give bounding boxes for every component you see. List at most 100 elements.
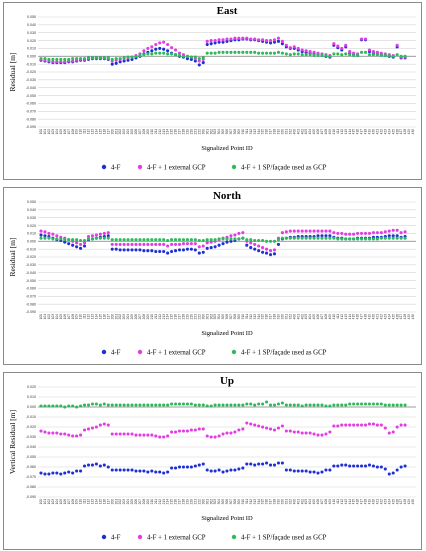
east-point-4f bbox=[122, 59, 126, 63]
up-point-4f bbox=[375, 465, 379, 469]
east-xtick-label: 404 bbox=[308, 129, 312, 135]
east-xtick-label: 315 bbox=[261, 129, 265, 135]
up-point-sp-facade bbox=[308, 403, 312, 407]
north-point-external-gcp bbox=[39, 229, 43, 233]
up-ytick-label: -0.030 bbox=[26, 435, 36, 439]
north-xtick-label: 212 bbox=[158, 314, 162, 320]
east-legend-label: 4-F + 1 external GCP bbox=[147, 165, 206, 172]
north-xtick-label: 215 bbox=[170, 314, 174, 320]
east-point-sp-facade bbox=[51, 57, 55, 61]
up-point-external-gcp bbox=[276, 426, 281, 430]
east-point-sp-facade bbox=[225, 50, 229, 54]
up-ytick-label: -0.050 bbox=[26, 455, 36, 459]
east-point-4f bbox=[126, 58, 130, 62]
north-point-external-gcp bbox=[162, 242, 166, 246]
north-point-sp-facade bbox=[300, 236, 304, 240]
up-xtick-label: 411 bbox=[336, 499, 340, 504]
east-xtick-label: 220 bbox=[189, 129, 193, 135]
north-xtick-label: 316 bbox=[265, 314, 269, 320]
north-point-sp-facade bbox=[114, 238, 118, 242]
east-point-sp-facade bbox=[138, 53, 142, 58]
up-point-sp-facade bbox=[371, 402, 375, 406]
north-ytick-label: 0.000 bbox=[27, 239, 36, 243]
east-point-sp-facade bbox=[181, 54, 186, 58]
north-ytick-label: 0.040 bbox=[27, 208, 36, 212]
up-point-external-gcp bbox=[185, 429, 189, 433]
up-point-sp-facade bbox=[332, 403, 336, 407]
east-legend-item: 4-F + 1 external GCP bbox=[137, 165, 206, 172]
up-point-external-gcp bbox=[268, 427, 273, 431]
north-point-sp-facade bbox=[75, 238, 79, 242]
north-point-external-gcp bbox=[130, 242, 134, 246]
east-point-external-gcp bbox=[55, 60, 59, 64]
up-y-axis-label: Vertical Residual [m] bbox=[8, 410, 17, 474]
up-ytick-label: 0.000 bbox=[27, 405, 36, 409]
east-point-external-gcp bbox=[344, 43, 348, 47]
up-point-external-gcp bbox=[229, 431, 233, 435]
up-point-sp-facade bbox=[177, 402, 182, 406]
north-xtick-label: 417 bbox=[360, 314, 364, 320]
up-point-external-gcp bbox=[379, 423, 383, 427]
east-ytick-label: -0.060 bbox=[26, 102, 36, 106]
north-point-4f bbox=[276, 242, 281, 246]
up-point-external-gcp bbox=[403, 423, 407, 427]
north-point-external-gcp bbox=[185, 242, 189, 246]
east-xtick-label: 322 bbox=[288, 129, 292, 135]
north-xtick-label: 214 bbox=[166, 314, 170, 320]
up-point-4f bbox=[336, 464, 340, 468]
east-point-external-gcp bbox=[177, 51, 182, 55]
east-point-4f bbox=[205, 42, 209, 47]
east-point-sp-facade bbox=[201, 56, 205, 60]
up-xtick-label: 416 bbox=[356, 499, 360, 505]
up-point-4f bbox=[102, 463, 106, 467]
north-xtick-label: 219 bbox=[186, 314, 190, 320]
north-point-sp-facade bbox=[106, 236, 110, 240]
up-point-external-gcp bbox=[189, 428, 193, 432]
up-point-4f bbox=[304, 469, 308, 473]
north-xtick-label: 110 bbox=[79, 314, 83, 319]
up-point-external-gcp bbox=[300, 431, 304, 435]
north-xtick-label: 308 bbox=[233, 314, 237, 320]
up-point-4f bbox=[130, 468, 134, 472]
east-legend-label: 4-F + 1 SP/façade used as GCP bbox=[241, 165, 327, 172]
north-point-4f bbox=[387, 234, 391, 238]
up-point-external-gcp bbox=[332, 424, 336, 428]
north-point-external-gcp bbox=[118, 242, 122, 246]
east-point-sp-facade bbox=[387, 53, 391, 58]
up-xtick-label: 310 bbox=[241, 499, 245, 505]
east-point-external-gcp bbox=[292, 45, 296, 49]
up-xtick-label: 302 bbox=[209, 499, 213, 505]
east-xtick-label: 202 bbox=[118, 129, 122, 135]
up-point-external-gcp bbox=[261, 425, 265, 429]
north-point-external-gcp bbox=[138, 242, 142, 246]
east-point-external-gcp bbox=[205, 39, 209, 43]
east-xtick-label: 201 bbox=[114, 129, 118, 135]
north-point-sp-facade bbox=[296, 236, 300, 240]
east-point-external-gcp bbox=[257, 38, 261, 42]
east-point-4f bbox=[166, 49, 170, 53]
east-xtick-label: 217 bbox=[178, 129, 182, 135]
north-point-external-gcp bbox=[387, 229, 391, 233]
up-point-4f bbox=[94, 462, 98, 466]
north-point-external-gcp bbox=[43, 230, 47, 234]
north-point-4f bbox=[221, 242, 225, 246]
north-point-sp-facade bbox=[288, 236, 292, 240]
north-xtick-label: 221 bbox=[193, 314, 197, 320]
up-point-external-gcp bbox=[253, 423, 257, 427]
north-point-external-gcp bbox=[177, 242, 182, 246]
north-point-sp-facade bbox=[324, 236, 328, 240]
north-xtick-label: 218 bbox=[182, 314, 186, 320]
up-point-sp-facade bbox=[63, 405, 67, 409]
north-point-sp-facade bbox=[304, 236, 308, 240]
up-xtick-label: 100 bbox=[39, 499, 43, 505]
east-xtick-label: 402 bbox=[300, 129, 304, 135]
north-xtick-label: 306 bbox=[225, 314, 229, 320]
up-legend-marker bbox=[101, 534, 107, 540]
east-point-external-gcp bbox=[154, 42, 158, 47]
north-point-4f bbox=[126, 248, 130, 252]
up-point-external-gcp bbox=[352, 423, 356, 427]
up-xtick-label: 409 bbox=[328, 499, 332, 505]
up-point-external-gcp bbox=[201, 427, 205, 431]
north-point-external-gcp bbox=[265, 247, 269, 251]
up-point-4f bbox=[201, 462, 205, 466]
